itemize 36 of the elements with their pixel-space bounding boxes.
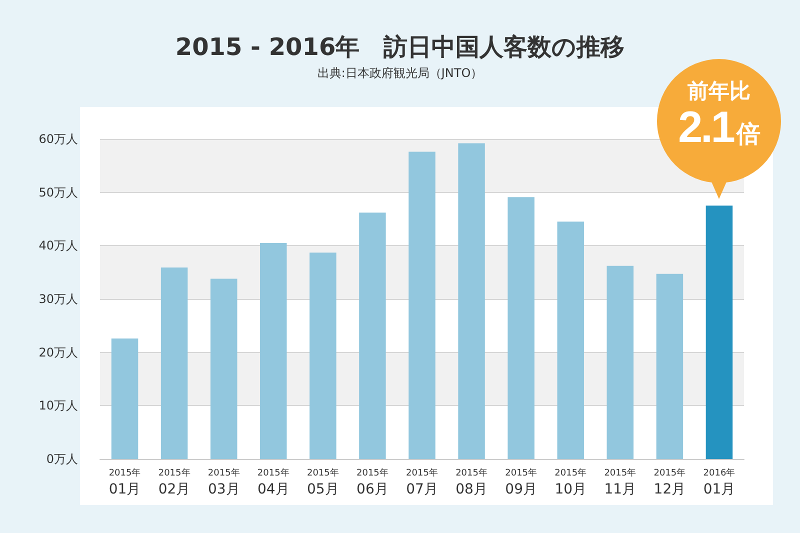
x-tick-label: 2015年 03月 xyxy=(208,468,240,498)
bar xyxy=(359,212,386,459)
bar xyxy=(111,338,138,459)
x-tick-label: 2015年 11月 xyxy=(604,468,636,498)
bar xyxy=(656,274,684,459)
x-tick-label: 2015年 07月 xyxy=(406,468,438,498)
bar xyxy=(706,206,733,459)
bar xyxy=(606,266,634,459)
y-tick-label: 60万人 xyxy=(38,132,78,146)
x-tick-label: 2015年 12月 xyxy=(654,468,686,498)
x-tick-label: 2015年 09月 xyxy=(505,468,538,498)
x-tick-label: 2015年 05月 xyxy=(306,468,339,498)
y-tick-label: 50万人 xyxy=(38,185,78,200)
bar xyxy=(508,197,534,459)
x-tick-label: 2015年 02月 xyxy=(158,468,190,498)
bar xyxy=(210,278,238,459)
bar xyxy=(260,243,287,459)
y-tick-label: 20万人 xyxy=(38,345,78,360)
source-note: 出典:日本政府観光局（JNTO） xyxy=(317,66,483,80)
x-tick-label: 2015年 04月 xyxy=(257,468,290,498)
x-tick-label: 2015年 06月 xyxy=(356,468,388,498)
bar xyxy=(408,152,436,459)
bar xyxy=(557,222,584,459)
y-tick-label: 40万人 xyxy=(38,238,78,253)
chart-title: 2015 - 2016年 訪日中国人客数の推移 xyxy=(175,33,625,61)
x-tick-label: 2015年 10月 xyxy=(554,468,587,498)
x-tick-label: 2016年 01月 xyxy=(703,468,736,498)
x-tick-label: 2015年 01月 xyxy=(108,468,141,498)
bar xyxy=(458,143,485,459)
y-tick-label: 0万人 xyxy=(46,452,78,466)
bar xyxy=(160,268,188,459)
bar xyxy=(310,252,336,459)
x-tick-label: 2015年 08月 xyxy=(456,468,488,498)
annotation: 前年比 2.1倍 xyxy=(677,78,762,152)
y-tick-label: 10万人 xyxy=(38,398,78,413)
y-tick-label: 30万人 xyxy=(38,292,78,306)
